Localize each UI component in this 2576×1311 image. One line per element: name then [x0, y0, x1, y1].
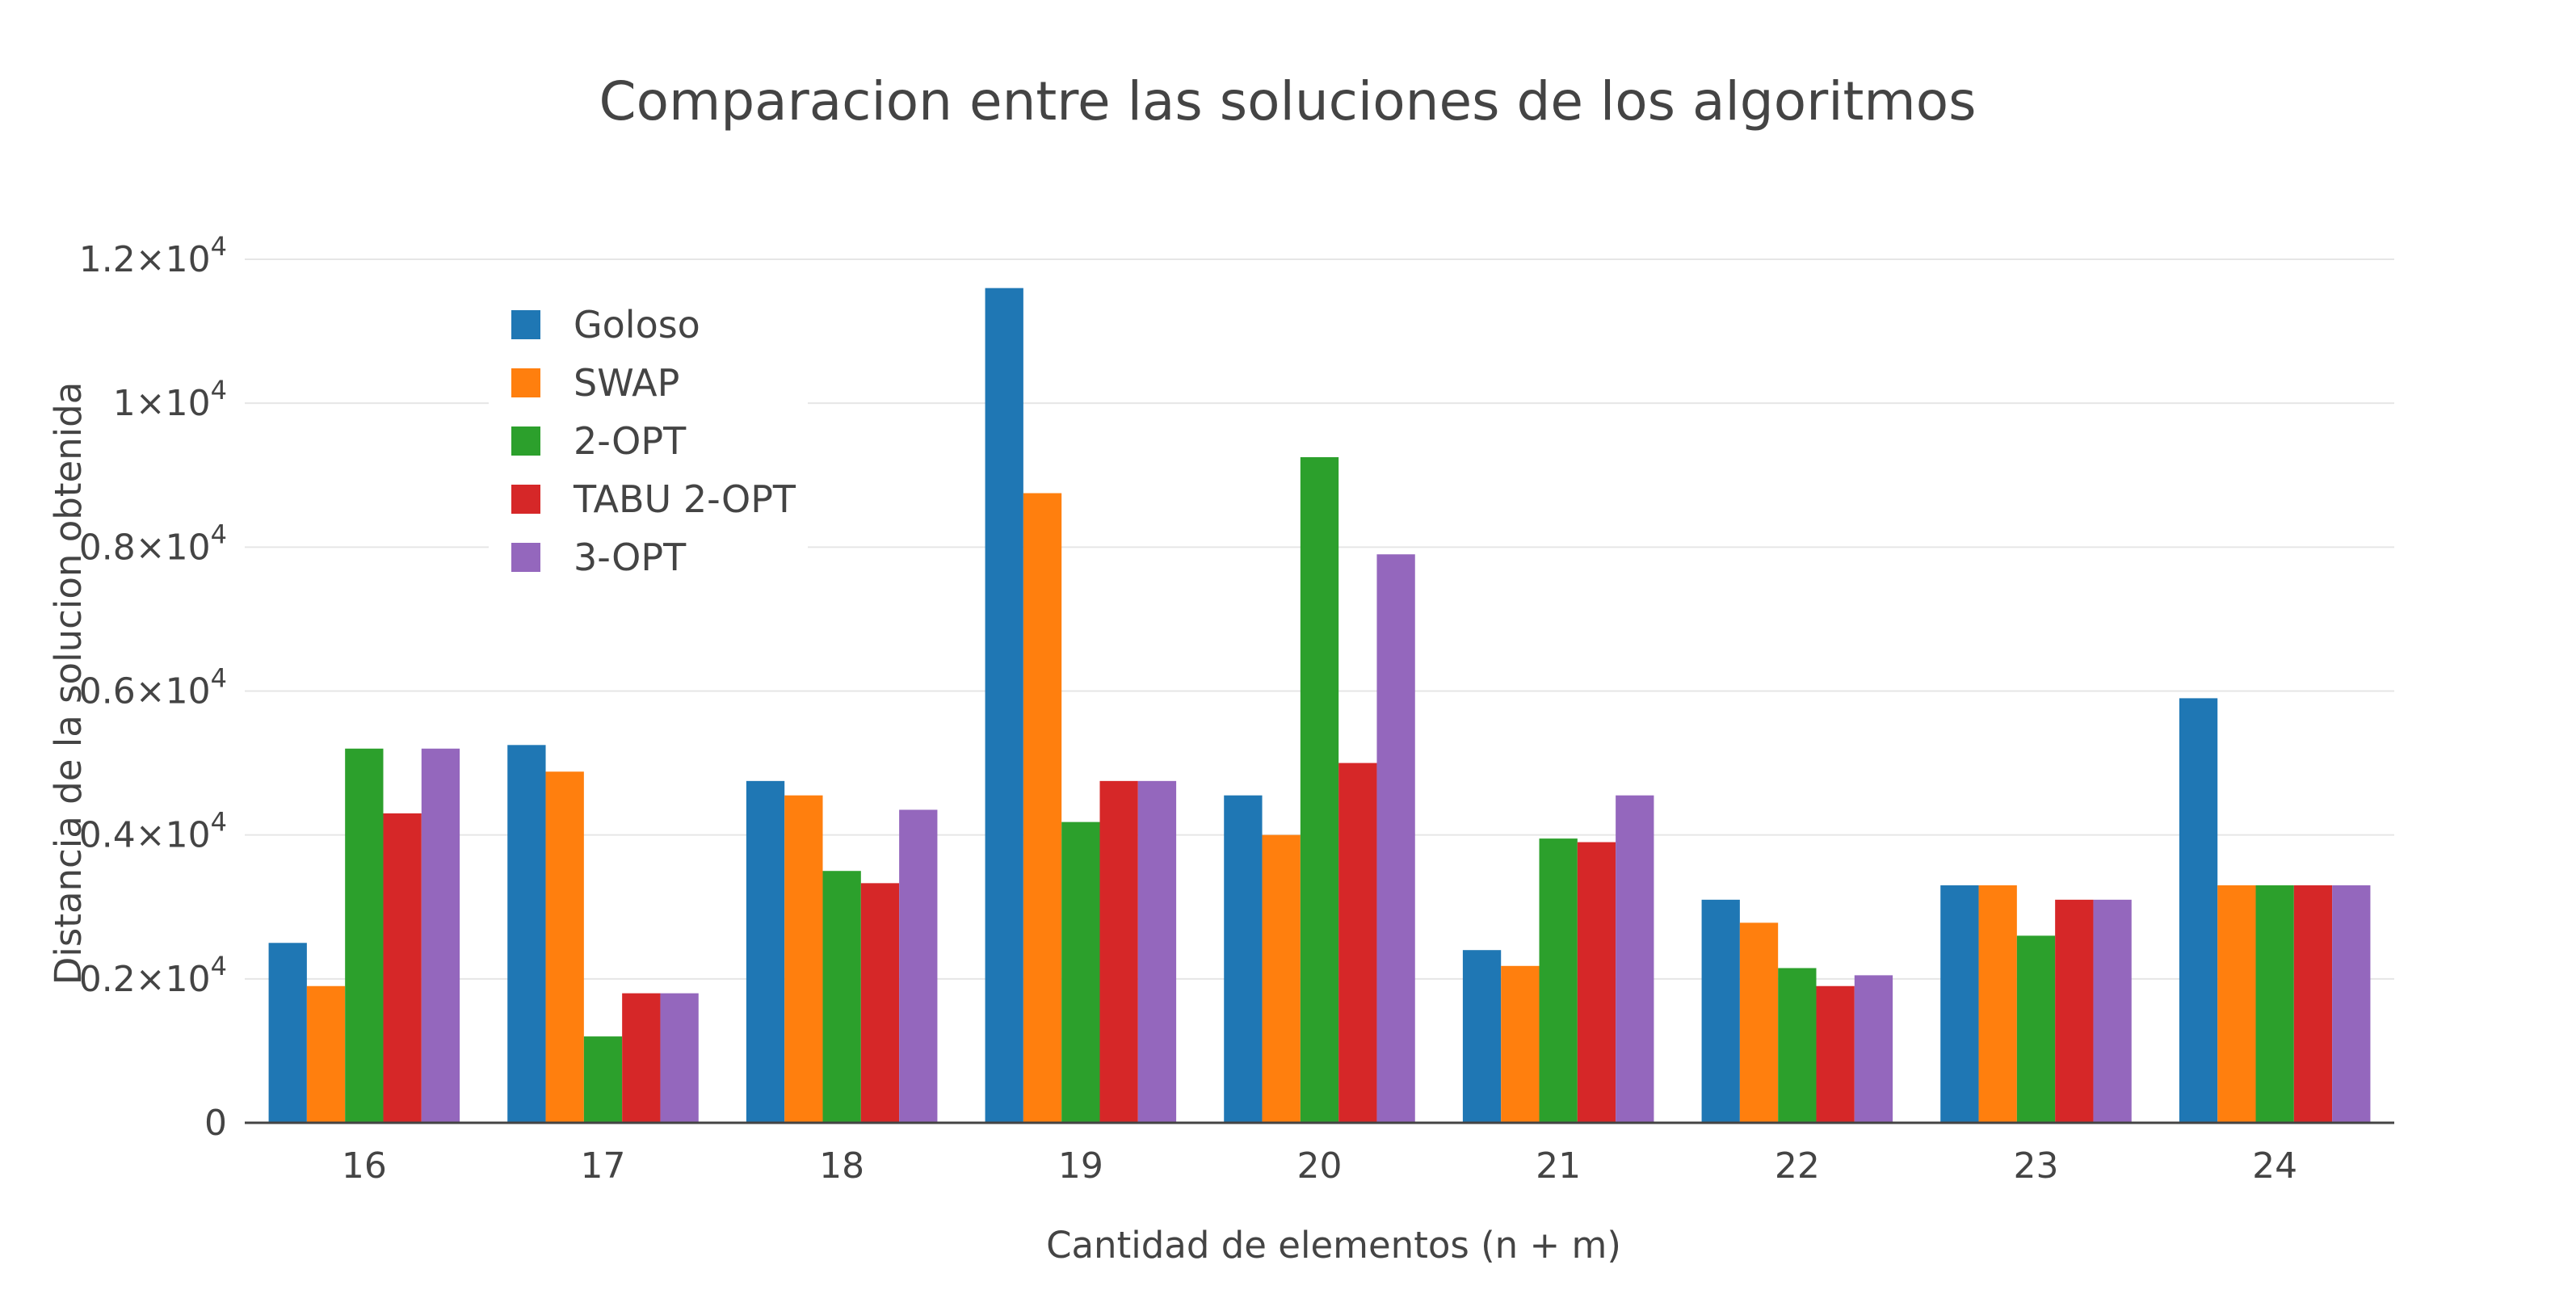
y-tick-label: 1×104: [113, 375, 227, 424]
bar: [860, 883, 900, 1123]
x-tick-label: 23: [2014, 1145, 2059, 1187]
bar: [1854, 975, 1893, 1123]
bars: [268, 288, 2371, 1124]
legend-item[interactable]: TABU 2-OPT: [511, 477, 796, 521]
bar: [1376, 554, 1415, 1123]
bar: [1539, 838, 1578, 1123]
x-axis-title: Cantidad de elementos (n + m): [1046, 1224, 1621, 1267]
x-tick-label: 22: [1775, 1145, 1820, 1187]
x-tick-label: 21: [1536, 1145, 1581, 1187]
x-tick-label: 24: [2252, 1145, 2297, 1187]
bar: [1061, 821, 1100, 1123]
bar: [2217, 885, 2256, 1123]
chart-title: Comparacion entre las soluciones de los …: [599, 70, 1977, 132]
bar: [746, 780, 785, 1123]
y-tick-label: 0.8×104: [79, 519, 227, 568]
bar: [268, 943, 307, 1123]
legend-item[interactable]: Goloso: [511, 303, 700, 347]
y-tick-label: 0.2×104: [79, 951, 227, 1000]
x-tick-label: 18: [819, 1145, 864, 1187]
bar: [1262, 834, 1301, 1123]
bar: [622, 993, 661, 1123]
x-tick-label: 16: [342, 1145, 387, 1187]
bar: [899, 809, 938, 1123]
legend-item[interactable]: SWAP: [511, 361, 679, 405]
bar: [1300, 456, 1339, 1123]
bar: [545, 771, 584, 1123]
bar: [1978, 885, 2017, 1123]
bar: [660, 993, 699, 1123]
bar: [2255, 885, 2294, 1123]
bar: [421, 748, 460, 1123]
bar: [2016, 935, 2056, 1123]
y-axis-title: Distancia de la solucion obtenida: [47, 382, 90, 985]
x-tick-label: 20: [1297, 1145, 1343, 1187]
bar: [822, 871, 861, 1123]
bar: [2332, 885, 2371, 1123]
legend-swatch: [511, 485, 540, 514]
bar: [1816, 985, 1855, 1123]
bar: [1099, 780, 1138, 1123]
bar: [1701, 899, 1740, 1123]
bar: [1224, 795, 1263, 1123]
bar: [2293, 885, 2333, 1123]
x-tick-label: 17: [581, 1145, 626, 1187]
bar: [1778, 968, 1817, 1123]
bar: [1940, 885, 1979, 1123]
bar: [1023, 493, 1062, 1123]
legend-item[interactable]: 3-OPT: [511, 536, 687, 579]
x-tick-label: 19: [1058, 1145, 1103, 1187]
legend-swatch: [511, 543, 540, 572]
bar: [2055, 899, 2094, 1123]
legend-background: [489, 292, 808, 595]
bar: [784, 795, 823, 1123]
legend-swatch: [511, 426, 540, 456]
y-tick-label: 1.2×104: [79, 231, 227, 280]
legend-item[interactable]: 2-OPT: [511, 419, 687, 463]
y-tick-label: 0: [204, 1103, 227, 1144]
bar: [2093, 899, 2132, 1123]
y-axis-ticks: 0 0.2×104 0.4×104 0.6×104 0.8×104 1×104 1.2×10…: [79, 231, 227, 1144]
legend-label: 2-OPT: [574, 419, 687, 463]
bar: [2179, 698, 2218, 1123]
legend-swatch: [511, 310, 540, 339]
bar: [1137, 780, 1177, 1123]
bar: [1739, 922, 1779, 1123]
bar: [345, 748, 384, 1123]
bar: [1501, 965, 1540, 1123]
bar: [1616, 795, 1654, 1123]
bar: [985, 288, 1023, 1124]
legend-swatch: [511, 368, 540, 397]
bar: [583, 1036, 623, 1123]
bar: [383, 813, 422, 1123]
x-axis-ticks: 16 17 18 19 20 21 22 23 24: [342, 1145, 2297, 1187]
legend-label: 3-OPT: [574, 536, 687, 579]
legend-label: TABU 2-OPT: [573, 477, 796, 521]
legend-label: Goloso: [574, 303, 700, 347]
bar: [1462, 950, 1502, 1123]
legend: Goloso SWAP 2-OPT TABU 2-OPT 3-OPT: [489, 292, 808, 595]
y-tick-label: 0.4×104: [79, 807, 227, 856]
bar: [1338, 763, 1377, 1123]
bar: [306, 985, 346, 1123]
bar: [507, 745, 546, 1123]
bar: [1577, 842, 1616, 1123]
legend-label: SWAP: [574, 361, 679, 405]
y-tick-label: 0.6×104: [79, 663, 227, 712]
